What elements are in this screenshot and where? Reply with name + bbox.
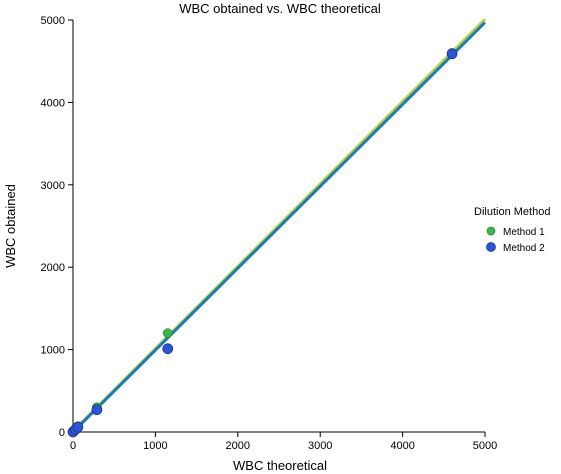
x-axis-label: WBC theoretical	[233, 458, 327, 473]
legend-label-series-1: Method 1	[503, 227, 545, 238]
x-tick-label: 3000	[308, 440, 332, 452]
y-axis-label: WBC obtained	[3, 184, 18, 268]
data-points	[67, 48, 458, 438]
data-point-series-1	[162, 328, 173, 338]
plot-area: 0 1000 2000 3000 4000 5000 0 1000 2000 3000 4000 5…	[41, 15, 498, 452]
y-tick-label: 5000	[41, 15, 65, 27]
legend-label-series-2: Method 2	[503, 243, 545, 254]
data-point-series-2	[72, 421, 84, 433]
x-tick-label: 4000	[390, 440, 414, 452]
fit-lines	[71, 18, 487, 434]
legend: Dilution Method Method 1 Method 2	[474, 206, 550, 254]
x-tick-label: 5000	[473, 440, 497, 452]
data-point-series-2	[446, 48, 458, 60]
y-tick-label: 1000	[41, 345, 65, 357]
legend-title: Dilution Method	[474, 206, 550, 218]
fit-line-series-2	[71, 21, 487, 434]
legend-marker-series-1	[486, 226, 496, 236]
legend-marker-series-2	[486, 242, 496, 252]
y-tick-label: 0	[59, 427, 65, 439]
x-tick-label: 1000	[143, 440, 167, 452]
x-ticks: 0 1000 2000 3000 4000 5000	[70, 432, 497, 452]
y-tick-label: 3000	[41, 180, 65, 192]
data-point-series-2	[91, 404, 103, 416]
x-tick-label: 2000	[226, 440, 250, 452]
y-ticks: 0 1000 2000 3000 4000 5000	[41, 15, 73, 439]
y-tick-label: 2000	[41, 262, 65, 274]
y-tick-label: 4000	[41, 97, 65, 109]
data-point-series-2	[162, 343, 174, 355]
x-tick-label: 0	[70, 440, 76, 452]
chart-title: WBC obtained vs. WBC theoretical	[179, 1, 381, 16]
